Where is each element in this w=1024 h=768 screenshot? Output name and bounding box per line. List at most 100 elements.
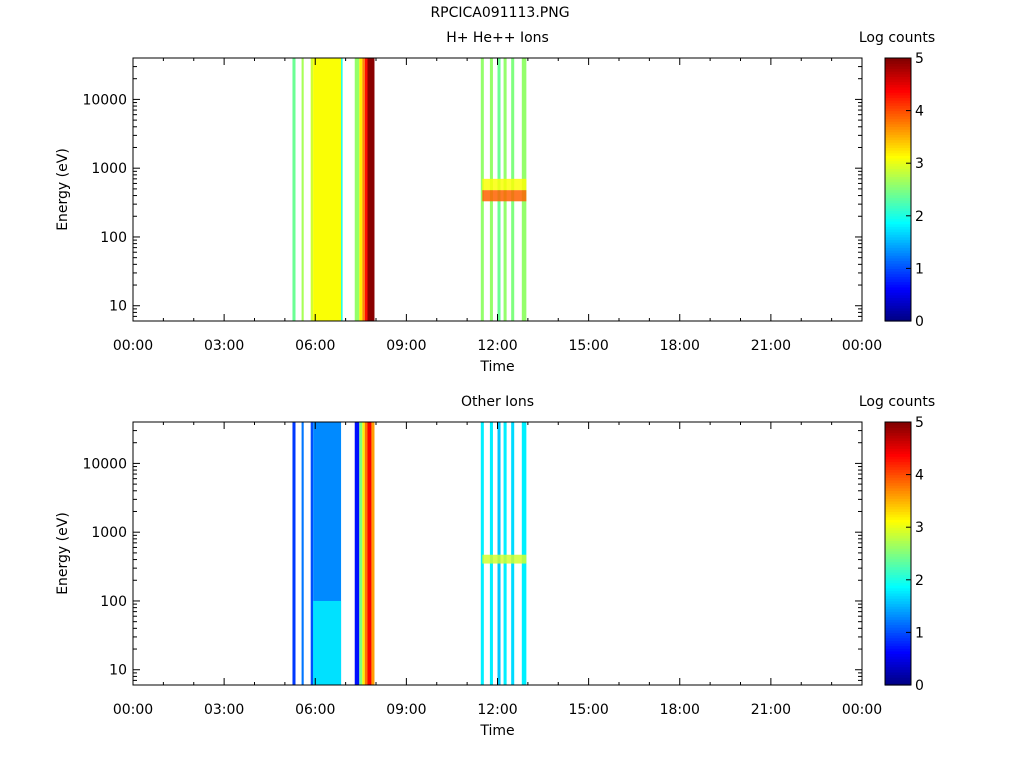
colorbar-segment (885, 307, 911, 312)
colorbar-segment (885, 244, 911, 248)
spectrogram-column (364, 422, 368, 685)
colorbar-segment (885, 218, 911, 222)
colorbar-segment (885, 461, 911, 465)
x-tick-label: 12:00 (477, 702, 517, 718)
colorbar-label: Log counts (859, 30, 935, 46)
spectrogram-column (354, 422, 360, 685)
colorbar-frame (884, 421, 912, 686)
colorbar-tick-label: 4 (915, 468, 924, 484)
colorbar-segment (885, 242, 911, 246)
colorbar-segment (885, 97, 911, 101)
colorbar-tick-label: 0 (915, 678, 924, 694)
colorbar-frame (884, 57, 912, 322)
colorbar-segment (885, 500, 911, 505)
y-axis-label: Energy (eV) (55, 512, 71, 595)
colorbar-segment (885, 464, 911, 468)
colorbar-segment (885, 171, 911, 175)
colorbar-segment (885, 236, 911, 241)
x-tick-label: 03:00 (204, 338, 244, 354)
colorbar-segment (885, 150, 911, 154)
spectrogram-column (359, 422, 363, 685)
colorbar-segment (885, 260, 911, 264)
colorbar-segment (885, 542, 911, 547)
colorbar-segment (885, 189, 911, 193)
colorbar-segment (885, 305, 911, 309)
colorbar-segment (885, 435, 911, 439)
colorbar-segment (885, 658, 911, 662)
colorbar-segment (885, 422, 911, 426)
spectrogram-feature (482, 178, 527, 191)
colorbar-segment (885, 318, 911, 322)
colorbar-segment (885, 479, 911, 484)
x-tick-label: 15:00 (568, 702, 608, 718)
colorbar-segment (885, 427, 911, 431)
spectrogram-column (497, 422, 501, 685)
colorbar-tick-label: 3 (915, 156, 924, 172)
colorbar-tick-label: 2 (915, 573, 924, 589)
colorbar-segment (885, 181, 911, 185)
colorbar-segment (885, 207, 911, 212)
colorbar-segment (885, 315, 911, 319)
colorbar-segment (885, 666, 911, 670)
colorbar-segment (885, 437, 911, 442)
colorbar-segment (885, 571, 911, 576)
colorbar-segment (885, 178, 911, 183)
colorbar-segment (885, 160, 911, 164)
colorbar-segment (885, 68, 911, 72)
colorbar-segment (885, 102, 911, 106)
y-tick-label: 10 (109, 663, 127, 679)
colorbar-segment (885, 239, 911, 243)
y-tick-label: 10000 (82, 92, 127, 108)
x-axis-label: Time (479, 359, 514, 375)
colorbar-segment (885, 635, 911, 639)
colorbar-segment (885, 582, 911, 586)
colorbar-segment (885, 215, 911, 220)
colorbar-segment (885, 276, 911, 280)
spectrogram-column (367, 422, 372, 685)
figure-title: RPCICA091113.PNG (430, 5, 570, 21)
colorbar-segment (885, 200, 911, 204)
colorbar-segment (885, 278, 911, 283)
colorbar-segment (885, 184, 911, 188)
colorbar-segment (885, 210, 911, 214)
colorbar-segment (885, 585, 911, 589)
colorbar-segment (885, 192, 911, 196)
colorbar-segment (885, 521, 911, 526)
colorbar-segment (885, 632, 911, 636)
x-tick-label: 12:00 (477, 338, 517, 354)
colorbar-segment (885, 608, 911, 612)
colorbar-segment (885, 424, 911, 428)
colorbar-segment (885, 265, 911, 269)
colorbar-segment (885, 440, 911, 444)
colorbar-segment (885, 493, 911, 497)
spectrogram-feature (313, 600, 342, 685)
colorbar-segment (885, 221, 911, 225)
colorbar-segment (885, 65, 911, 70)
colorbar-segment (885, 453, 911, 457)
spectrogram-column (354, 58, 360, 321)
colorbar-segment (885, 281, 911, 285)
colorbar-segment (885, 226, 911, 230)
colorbar-segment (885, 94, 911, 99)
colorbar-segment (885, 297, 911, 301)
spectrogram-feature (482, 190, 527, 202)
panel-2: 00:00 03:00 06:00 09:00 12:00 15:00 18:00 21:00… (55, 394, 935, 739)
colorbar-segment (885, 271, 911, 275)
colorbar-segment (885, 263, 911, 267)
colorbar-segment (885, 621, 911, 626)
colorbar-segment (885, 645, 911, 649)
colorbar-segment (885, 550, 911, 555)
colorbar-segment (885, 663, 911, 668)
colorbar-segment (885, 519, 911, 523)
x-tick-label: 03:00 (204, 702, 244, 718)
colorbar-tick-label: 2 (915, 209, 924, 225)
colorbar-segment (885, 76, 911, 80)
colorbar-segment (885, 249, 911, 254)
colorbar-segment (885, 656, 911, 660)
colorbar-segment (885, 629, 911, 633)
colorbar-segment (885, 556, 911, 560)
colorbar-segment (885, 100, 911, 104)
colorbar-segment (885, 107, 911, 112)
spectrogram-feature (482, 554, 527, 564)
